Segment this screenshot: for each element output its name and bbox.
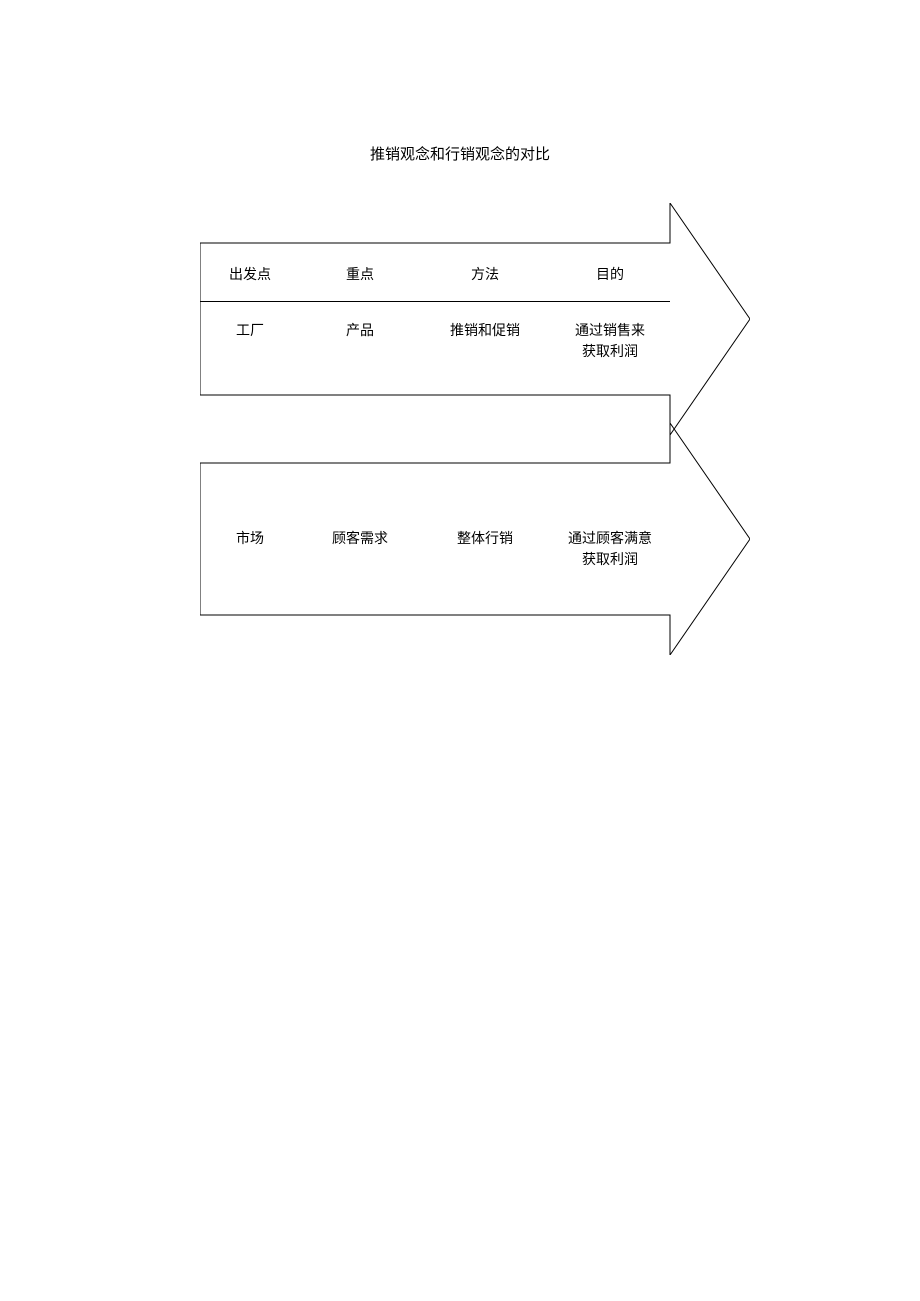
cell: 通过顾客满意获取利润 (550, 529, 670, 571)
header-row: 出发点重点方法目的 (200, 265, 670, 286)
cell: 目的 (550, 265, 670, 286)
marketing-content-row: 市场顾客需求整体行销通过顾客满意获取利润 (200, 529, 670, 571)
cell: 重点 (300, 265, 420, 286)
arrow-marketing-concept: 市场顾客需求整体行销通过顾客满意获取利润 (200, 423, 750, 655)
header-divider (200, 301, 670, 302)
cell: 推销和促销 (420, 321, 550, 363)
cell: 产品 (300, 321, 420, 363)
cell: 市场 (200, 529, 300, 571)
cell: 顾客需求 (300, 529, 420, 571)
cell: 工厂 (200, 321, 300, 363)
arrow-shape-1 (200, 203, 750, 435)
arrow-selling-concept: 出发点重点方法目的 工厂产品推销和促销通过销售来获取利润 (200, 203, 750, 435)
diagram-title: 推销观念和行销观念的对比 (0, 143, 920, 164)
cell: 通过销售来获取利润 (550, 321, 670, 363)
cell: 出发点 (200, 265, 300, 286)
cell: 方法 (420, 265, 550, 286)
selling-content-row: 工厂产品推销和促销通过销售来获取利润 (200, 321, 670, 363)
cell: 整体行销 (420, 529, 550, 571)
